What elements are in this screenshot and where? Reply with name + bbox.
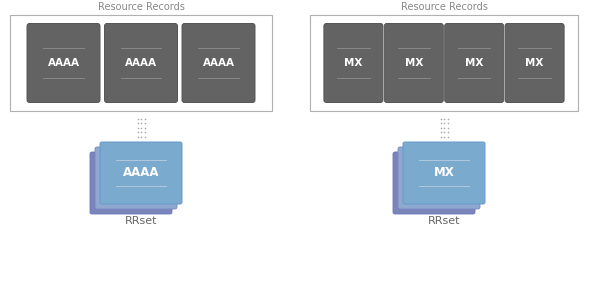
- FancyBboxPatch shape: [104, 24, 178, 103]
- FancyBboxPatch shape: [100, 142, 182, 204]
- FancyBboxPatch shape: [445, 24, 504, 103]
- FancyBboxPatch shape: [505, 24, 564, 103]
- Text: MX: MX: [465, 58, 483, 68]
- FancyBboxPatch shape: [182, 24, 255, 103]
- Text: RRset: RRset: [428, 216, 460, 226]
- Text: Resource Records: Resource Records: [401, 2, 487, 12]
- Text: AAAA: AAAA: [123, 167, 159, 180]
- Text: MX: MX: [526, 58, 544, 68]
- Text: MX: MX: [344, 58, 363, 68]
- Text: Resource Records: Resource Records: [97, 2, 185, 12]
- Bar: [310, 15, 578, 111]
- Text: AAAA: AAAA: [202, 58, 234, 68]
- FancyBboxPatch shape: [393, 152, 475, 214]
- Text: RRset: RRset: [124, 216, 158, 226]
- FancyBboxPatch shape: [384, 24, 443, 103]
- FancyBboxPatch shape: [324, 24, 383, 103]
- FancyBboxPatch shape: [90, 152, 172, 214]
- FancyBboxPatch shape: [95, 147, 177, 209]
- FancyBboxPatch shape: [403, 142, 485, 204]
- Text: AAAA: AAAA: [48, 58, 80, 68]
- Text: MX: MX: [434, 167, 454, 180]
- FancyBboxPatch shape: [27, 24, 100, 103]
- Text: AAAA: AAAA: [125, 58, 157, 68]
- Bar: [10, 15, 272, 111]
- Text: MX: MX: [405, 58, 423, 68]
- FancyBboxPatch shape: [398, 147, 480, 209]
